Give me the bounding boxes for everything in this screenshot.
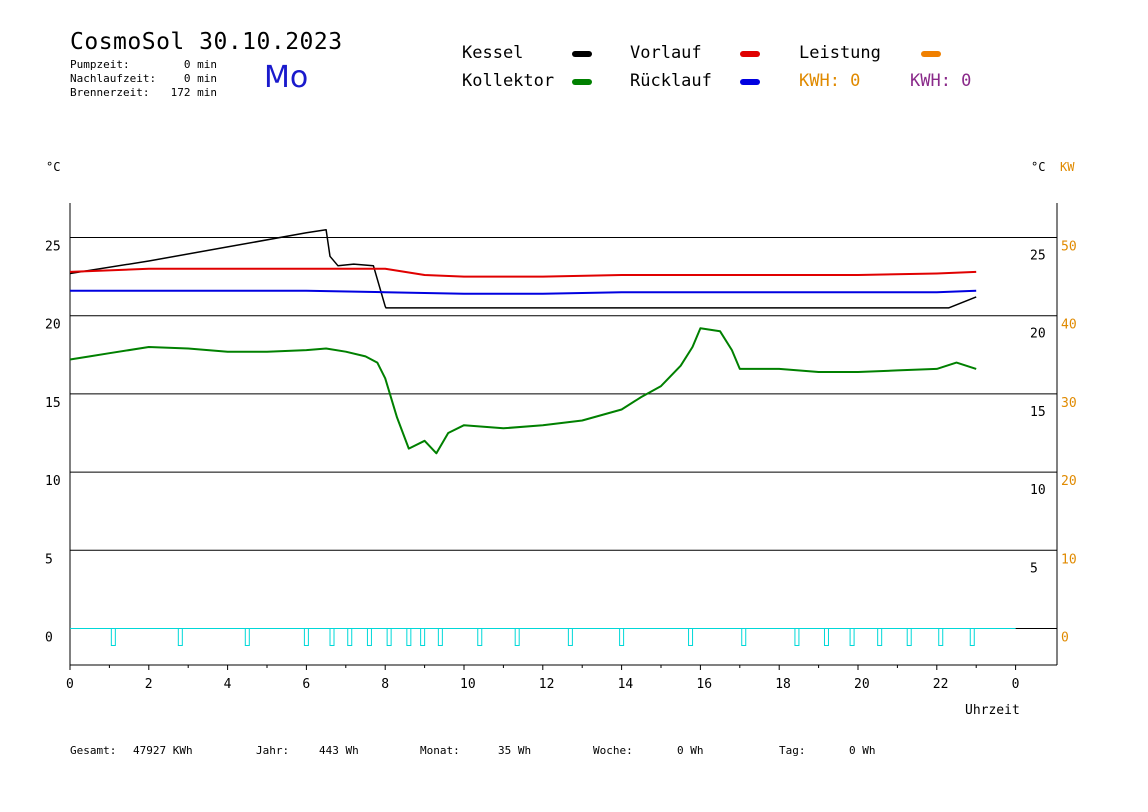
legend-swatch-kessel — [572, 51, 592, 57]
footer-tag-label: Tag: — [779, 744, 806, 757]
pump-pulse — [437, 628, 443, 646]
pump-pulse — [110, 628, 116, 646]
footer-jahr-value: 443 Wh — [319, 744, 359, 757]
pump-pulse — [969, 628, 975, 646]
series-line-kessel — [69, 228, 977, 309]
pump-pulse — [303, 628, 309, 646]
pump-pulse — [823, 628, 829, 646]
legend-label-ruecklauf: Rücklauf — [630, 71, 712, 91]
pump-pulse — [906, 628, 912, 646]
pump-pulse — [741, 628, 747, 646]
footer-jahr-label: Jahr: — [256, 744, 290, 757]
pump-pulse — [366, 628, 372, 646]
legend-swatch-vorlauf — [740, 51, 760, 57]
legend-kwh-orange: KWH: 0 — [799, 71, 861, 91]
stat-label-pumpzeit: Pumpzeit: — [70, 58, 130, 71]
x-tick-label: 0 — [1012, 677, 1020, 692]
pump-pulse — [386, 628, 392, 646]
stat-value-nachlaufzeit: 0 min — [183, 72, 217, 85]
y-unit-right: °C — [1031, 160, 1045, 174]
x-tick-label: 8 — [381, 677, 389, 692]
y-tick-label-right: 25 — [1030, 249, 1046, 264]
pump-pulse — [938, 628, 944, 646]
x-tick-label: 18 — [775, 677, 791, 692]
stat-label-nachlaufzeit: Nachlaufzeit: — [70, 72, 157, 85]
y-tick-label-kw: 50 — [1061, 240, 1077, 255]
stat-value-brennerzeit: 172 min — [170, 86, 217, 99]
y-unit-left: °C — [46, 160, 60, 174]
legend-swatch-ruecklauf — [740, 79, 760, 85]
stat-value-pumpzeit: 0 min — [183, 58, 217, 71]
footer-gesamt-value: 47927 KWh — [133, 744, 193, 757]
x-axis-label: Uhrzeit — [965, 703, 1020, 718]
y-tick-label-left: 0 — [45, 631, 53, 646]
y-tick-label-kw: 0 — [1061, 631, 1069, 646]
pump-pulse — [329, 628, 335, 646]
x-tick-label: 4 — [224, 677, 232, 692]
x-tick-label: 14 — [618, 677, 634, 692]
pump-pulse — [567, 628, 573, 646]
y-tick-label-right: 5 — [1030, 561, 1038, 576]
x-tick-label: 2 — [145, 677, 153, 692]
pump-pulse — [244, 628, 250, 646]
pump-pulse — [794, 628, 800, 646]
y-tick-label-left: 10 — [45, 474, 61, 489]
pump-pulse — [877, 628, 883, 646]
pump-pulse — [347, 628, 353, 646]
y-tick-label-right: 15 — [1030, 405, 1046, 420]
y-tick-label-left: 20 — [45, 318, 61, 333]
y-tick-label-left: 5 — [45, 552, 53, 567]
y-tick-label-left: 15 — [45, 396, 61, 411]
y-tick-label-kw: 40 — [1061, 318, 1077, 333]
x-tick-label: 20 — [854, 677, 870, 692]
legend-label-kollektor: Kollektor — [462, 71, 555, 91]
legend-swatch-kollektor — [572, 79, 592, 85]
y-tick-label-right: 10 — [1030, 483, 1046, 498]
pump-pulse — [849, 628, 855, 646]
series-line-vorlauf — [69, 267, 977, 278]
pump-pulse — [177, 628, 183, 646]
pump-pulse — [688, 628, 694, 646]
legend-label-vorlauf: Vorlauf — [630, 43, 702, 63]
y-tick-label-kw: 30 — [1061, 396, 1077, 411]
pump-pulse — [420, 628, 426, 646]
x-tick-label: 22 — [933, 677, 949, 692]
x-tick-label: 16 — [696, 677, 712, 692]
footer-woche-value: 0 Wh — [677, 744, 704, 757]
stat-label-brennerzeit: Brennerzeit: — [70, 86, 150, 99]
legend-swatch-leistung — [921, 51, 941, 57]
series-line-kollektor — [69, 327, 977, 455]
footer-woche-label: Woche: — [593, 744, 633, 757]
y-tick-label-right: 20 — [1030, 327, 1046, 342]
legend-label-kessel: Kessel — [462, 43, 524, 63]
legend-kwh-purple: KWH: 0 — [910, 71, 972, 91]
footer-monat-value: 35 Wh — [498, 744, 532, 757]
pump-pulse — [514, 628, 520, 646]
x-tick-label: 12 — [539, 677, 555, 692]
x-tick-label: 6 — [302, 677, 310, 692]
x-tick-label: 0 — [66, 677, 74, 692]
series-line-ruecklauf — [70, 289, 977, 295]
footer-monat-label: Monat: — [420, 744, 460, 757]
chart-title: CosmoSol 30.10.2023 — [70, 29, 343, 55]
weekday-label: Mo — [264, 60, 309, 95]
y-unit-right-kw: KW — [1060, 160, 1075, 174]
pump-pulse — [477, 628, 483, 646]
y-tick-label-kw: 10 — [1061, 552, 1077, 567]
footer-gesamt-label: Gesamt: — [70, 744, 117, 757]
x-tick-label: 10 — [460, 677, 476, 692]
y-tick-label-left: 25 — [45, 240, 61, 255]
pump-pulse — [406, 628, 412, 646]
footer-tag-value: 0 Wh — [849, 744, 876, 757]
y-tick-label-kw: 20 — [1061, 474, 1077, 489]
legend-label-leistung: Leistung — [799, 43, 881, 63]
pump-pulse — [619, 628, 625, 646]
